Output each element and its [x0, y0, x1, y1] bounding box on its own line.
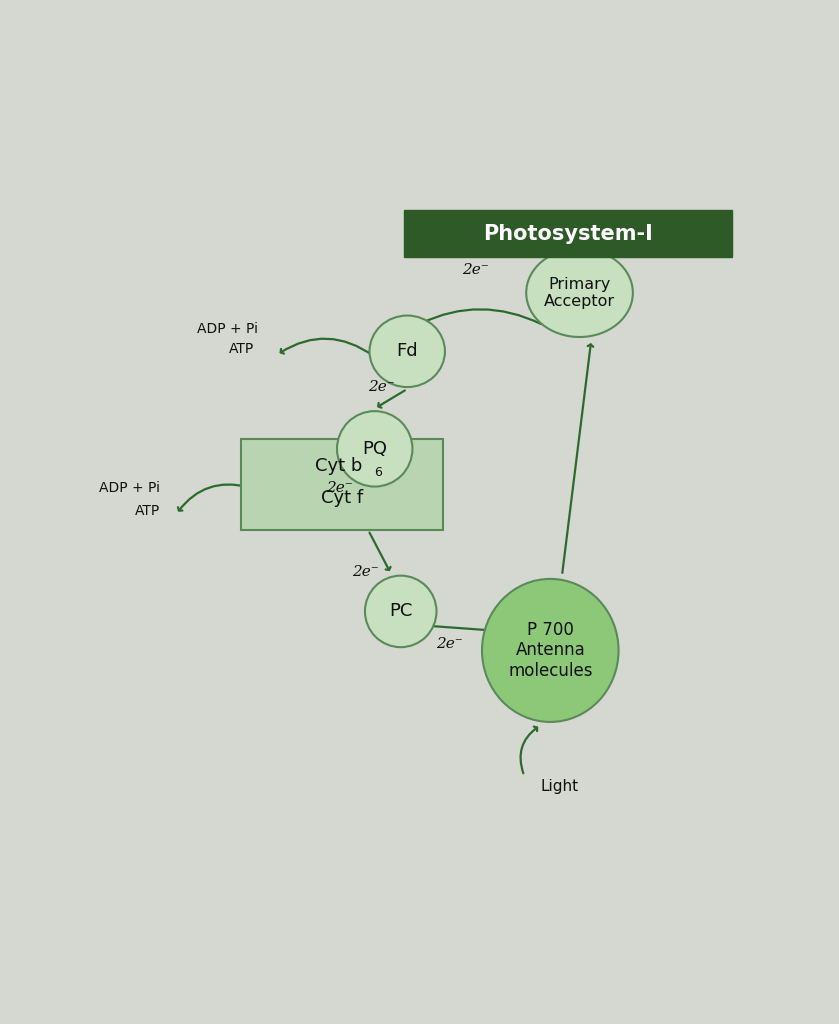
Ellipse shape: [482, 579, 618, 722]
Text: Fd: Fd: [396, 342, 418, 360]
Ellipse shape: [365, 575, 436, 647]
Text: 2e⁻: 2e⁻: [462, 263, 489, 278]
Text: 2e⁻: 2e⁻: [326, 481, 352, 495]
Text: Primary
Acceptor: Primary Acceptor: [544, 276, 615, 309]
Text: ADP + Pi: ADP + Pi: [99, 481, 160, 495]
Text: PQ: PQ: [362, 440, 388, 458]
Text: P 700
Antenna
molecules: P 700 Antenna molecules: [508, 621, 592, 680]
Text: PC: PC: [389, 602, 413, 621]
Text: ATP: ATP: [229, 342, 254, 356]
Text: Cyt f: Cyt f: [321, 488, 363, 507]
Ellipse shape: [526, 249, 633, 337]
Text: 2e⁻: 2e⁻: [352, 565, 378, 580]
Text: 2e⁻: 2e⁻: [436, 637, 463, 651]
FancyBboxPatch shape: [242, 439, 443, 530]
Text: 2e⁻: 2e⁻: [367, 380, 394, 394]
FancyBboxPatch shape: [404, 210, 732, 257]
Ellipse shape: [369, 315, 445, 387]
Ellipse shape: [337, 411, 413, 486]
Text: ADP + Pi: ADP + Pi: [196, 322, 258, 336]
Text: 6: 6: [374, 466, 382, 479]
Text: Cyt b: Cyt b: [315, 458, 362, 475]
Text: ATP: ATP: [135, 504, 160, 517]
Text: Light: Light: [541, 779, 579, 795]
Text: Photosystem-I: Photosystem-I: [483, 223, 653, 244]
